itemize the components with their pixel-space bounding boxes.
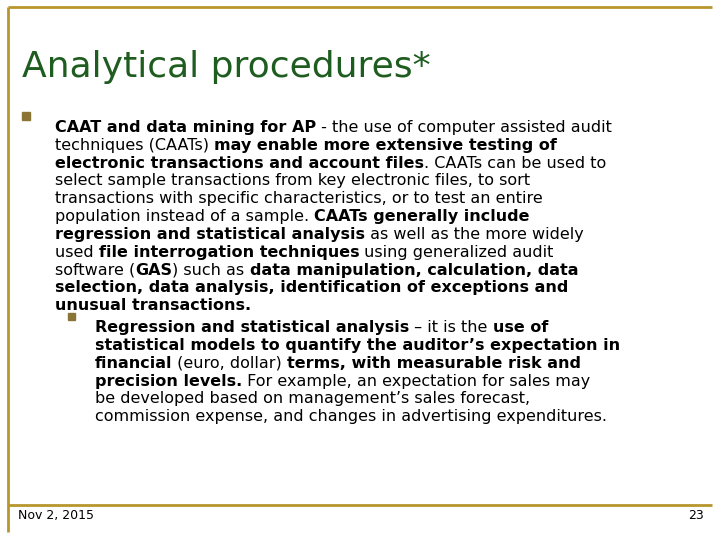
Text: select sample transactions from key electronic files, to sort: select sample transactions from key elec… bbox=[55, 173, 530, 188]
Text: unusual transactions.: unusual transactions. bbox=[55, 298, 251, 313]
Text: CAATs generally include: CAATs generally include bbox=[314, 209, 530, 224]
Text: (euro, dollar): (euro, dollar) bbox=[173, 356, 287, 371]
Text: – it is the: – it is the bbox=[409, 320, 492, 335]
Text: software (: software ( bbox=[55, 262, 135, 278]
Text: 23: 23 bbox=[688, 509, 704, 522]
Text: use of: use of bbox=[492, 320, 548, 335]
Text: commission expense, and changes in advertising expenditures.: commission expense, and changes in adver… bbox=[95, 409, 607, 424]
Text: GAS: GAS bbox=[135, 262, 172, 278]
Text: electronic transactions and account files: electronic transactions and account file… bbox=[55, 156, 424, 171]
Bar bbox=[22, 112, 30, 120]
Text: ) such as: ) such as bbox=[172, 262, 250, 278]
Text: statistical models to quantify the auditor’s expectation in: statistical models to quantify the audit… bbox=[95, 338, 620, 353]
Text: may enable more extensive testing of: may enable more extensive testing of bbox=[214, 138, 557, 153]
Text: Analytical procedures*: Analytical procedures* bbox=[22, 50, 431, 84]
Text: precision levels.: precision levels. bbox=[95, 374, 242, 389]
Text: For example, an expectation for sales may: For example, an expectation for sales ma… bbox=[242, 374, 590, 389]
Text: selection, data analysis, identification of exceptions and: selection, data analysis, identification… bbox=[55, 280, 568, 295]
Text: CAAT and data mining for AP: CAAT and data mining for AP bbox=[55, 120, 316, 135]
Text: used: used bbox=[55, 245, 99, 260]
Text: . CAATs can be used to: . CAATs can be used to bbox=[424, 156, 606, 171]
Text: as well as the more widely: as well as the more widely bbox=[365, 227, 584, 242]
Text: data manipulation, calculation, data: data manipulation, calculation, data bbox=[250, 262, 578, 278]
Text: file interrogation techniques: file interrogation techniques bbox=[99, 245, 359, 260]
Text: - the use of computer assisted audit: - the use of computer assisted audit bbox=[316, 120, 612, 135]
Text: techniques (CAATs): techniques (CAATs) bbox=[55, 138, 214, 153]
Text: financial: financial bbox=[95, 356, 173, 371]
Text: Regression and statistical analysis: Regression and statistical analysis bbox=[95, 320, 409, 335]
Text: Nov 2, 2015: Nov 2, 2015 bbox=[18, 509, 94, 522]
Text: using generalized audit: using generalized audit bbox=[359, 245, 554, 260]
Text: be developed based on management’s sales forecast,: be developed based on management’s sales… bbox=[95, 392, 530, 407]
Text: terms, with measurable risk and: terms, with measurable risk and bbox=[287, 356, 581, 371]
Text: population instead of a sample.: population instead of a sample. bbox=[55, 209, 314, 224]
Bar bbox=[68, 313, 75, 320]
Text: transactions with specific characteristics, or to test an entire: transactions with specific characteristi… bbox=[55, 191, 543, 206]
Text: regression and statistical analysis: regression and statistical analysis bbox=[55, 227, 365, 242]
